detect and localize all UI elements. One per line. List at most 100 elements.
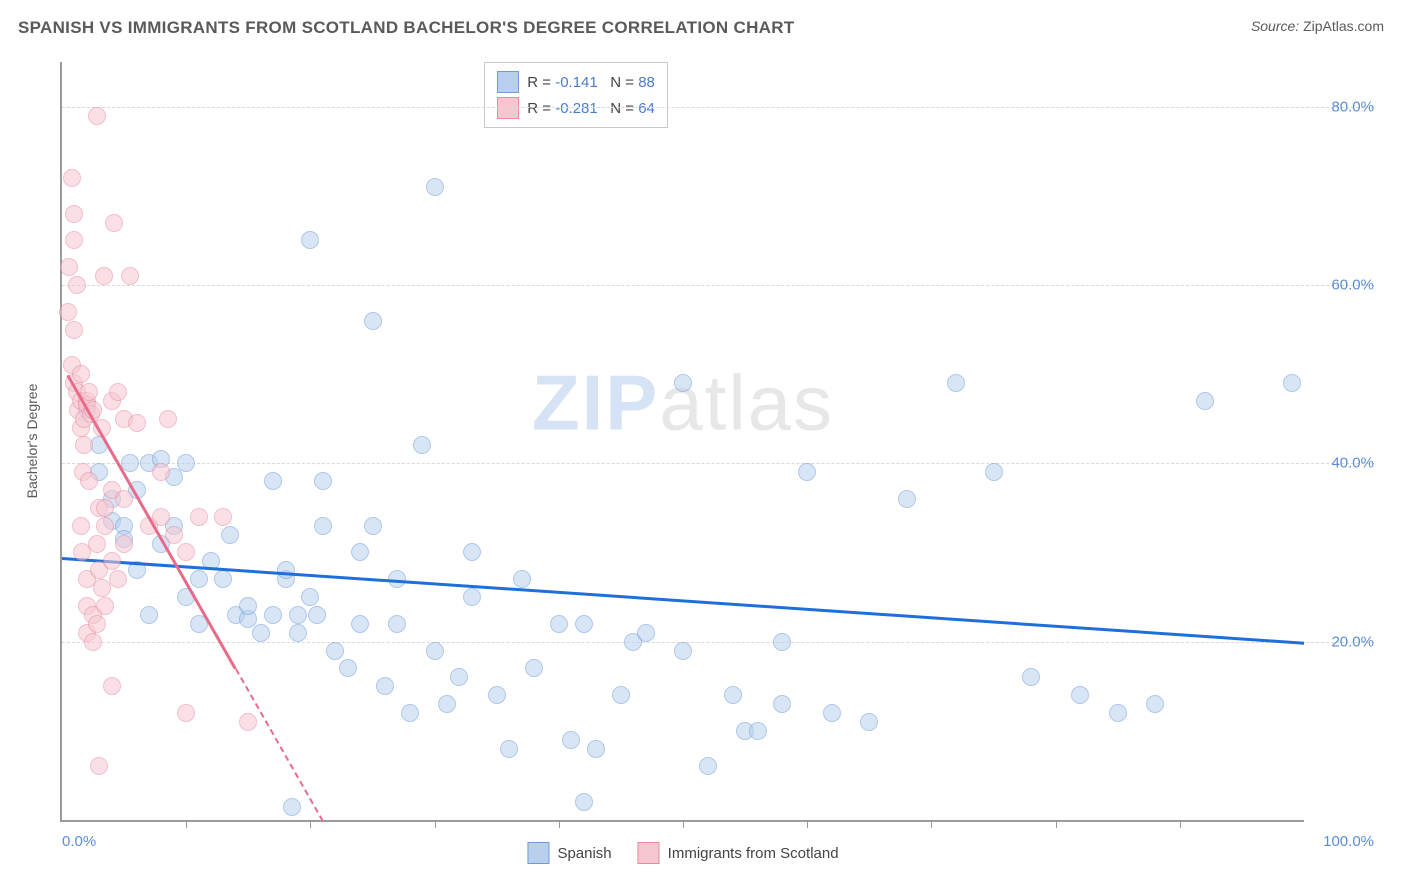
legend-row: R = -0.141 N = 88 xyxy=(497,69,655,95)
data-point xyxy=(109,570,127,588)
data-point xyxy=(115,490,133,508)
data-point xyxy=(264,606,282,624)
data-point xyxy=(376,677,394,695)
data-point xyxy=(221,526,239,544)
data-point xyxy=(550,615,568,633)
gridline xyxy=(62,107,1374,108)
data-point xyxy=(121,267,139,285)
gridline xyxy=(62,463,1374,464)
data-point xyxy=(438,695,456,713)
watermark: ZIPatlas xyxy=(532,358,834,449)
legend-label: Spanish xyxy=(557,845,611,862)
data-point xyxy=(88,615,106,633)
data-point xyxy=(75,436,93,454)
data-point xyxy=(575,793,593,811)
data-point xyxy=(339,659,357,677)
data-point xyxy=(898,490,916,508)
data-point xyxy=(1283,374,1301,392)
y-tick-label: 20.0% xyxy=(1314,633,1374,650)
data-point xyxy=(93,579,111,597)
data-point xyxy=(88,535,106,553)
data-point xyxy=(63,169,81,187)
data-point xyxy=(128,414,146,432)
data-point xyxy=(674,642,692,660)
data-point xyxy=(214,570,232,588)
data-point xyxy=(283,798,301,816)
data-point xyxy=(364,312,382,330)
data-point xyxy=(277,561,295,579)
chart-title: SPANISH VS IMMIGRANTS FROM SCOTLAND BACH… xyxy=(18,18,795,38)
data-point xyxy=(513,570,531,588)
legend-swatch xyxy=(497,97,519,119)
data-point xyxy=(364,517,382,535)
legend-item: Spanish xyxy=(527,842,611,864)
data-point xyxy=(301,231,319,249)
x-tick xyxy=(931,820,932,828)
data-point xyxy=(103,552,121,570)
x-tick xyxy=(807,820,808,828)
data-point xyxy=(95,267,113,285)
data-point xyxy=(823,704,841,722)
data-point xyxy=(1071,686,1089,704)
x-tick xyxy=(1180,820,1181,828)
data-point xyxy=(749,722,767,740)
data-point xyxy=(190,570,208,588)
data-point xyxy=(121,454,139,472)
data-point xyxy=(1022,668,1040,686)
legend-stats: R = -0.281 N = 64 xyxy=(527,100,655,117)
data-point xyxy=(798,463,816,481)
data-point xyxy=(351,543,369,561)
data-point xyxy=(1146,695,1164,713)
data-point xyxy=(488,686,506,704)
data-point xyxy=(140,606,158,624)
data-point xyxy=(159,410,177,428)
data-point xyxy=(426,178,444,196)
data-point xyxy=(724,686,742,704)
data-point xyxy=(612,686,630,704)
data-point xyxy=(426,642,444,660)
chart-container: Bachelor's Degree ZIPatlas 0.0% 100.0% R… xyxy=(18,52,1384,872)
x-tick xyxy=(559,820,560,828)
data-point xyxy=(109,383,127,401)
data-point xyxy=(90,757,108,775)
y-tick-label: 80.0% xyxy=(1314,98,1374,115)
y-axis-title: Bachelor's Degree xyxy=(24,384,40,499)
gridline xyxy=(62,285,1374,286)
x-tick xyxy=(310,820,311,828)
x-axis-max-label: 100.0% xyxy=(1323,833,1374,850)
data-point xyxy=(80,472,98,490)
data-point xyxy=(105,214,123,232)
data-point xyxy=(165,526,183,544)
source-attribution: Source: ZipAtlas.com xyxy=(1251,18,1384,34)
data-point xyxy=(96,597,114,615)
data-point xyxy=(239,713,257,731)
data-point xyxy=(177,543,195,561)
data-point xyxy=(351,615,369,633)
data-point xyxy=(401,704,419,722)
legend-item: Immigrants from Scotland xyxy=(638,842,839,864)
data-point xyxy=(84,633,102,651)
data-point xyxy=(450,668,468,686)
data-point xyxy=(239,597,257,615)
legend-stats: R = -0.141 N = 88 xyxy=(527,74,655,91)
data-point xyxy=(59,303,77,321)
data-point xyxy=(214,508,232,526)
plot-area: Bachelor's Degree ZIPatlas 0.0% 100.0% R… xyxy=(60,62,1304,822)
source-label: Source: xyxy=(1251,18,1299,34)
data-point xyxy=(96,499,114,517)
data-point xyxy=(289,624,307,642)
data-point xyxy=(308,606,326,624)
source-value: ZipAtlas.com xyxy=(1303,18,1384,34)
data-point xyxy=(65,321,83,339)
data-point xyxy=(103,677,121,695)
data-point xyxy=(699,757,717,775)
data-point xyxy=(637,624,655,642)
data-point xyxy=(947,374,965,392)
data-point xyxy=(68,276,86,294)
legend-swatch xyxy=(497,71,519,93)
data-point xyxy=(587,740,605,758)
trend-line xyxy=(235,668,324,821)
data-point xyxy=(773,695,791,713)
data-point xyxy=(72,517,90,535)
x-axis-min-label: 0.0% xyxy=(62,833,96,850)
